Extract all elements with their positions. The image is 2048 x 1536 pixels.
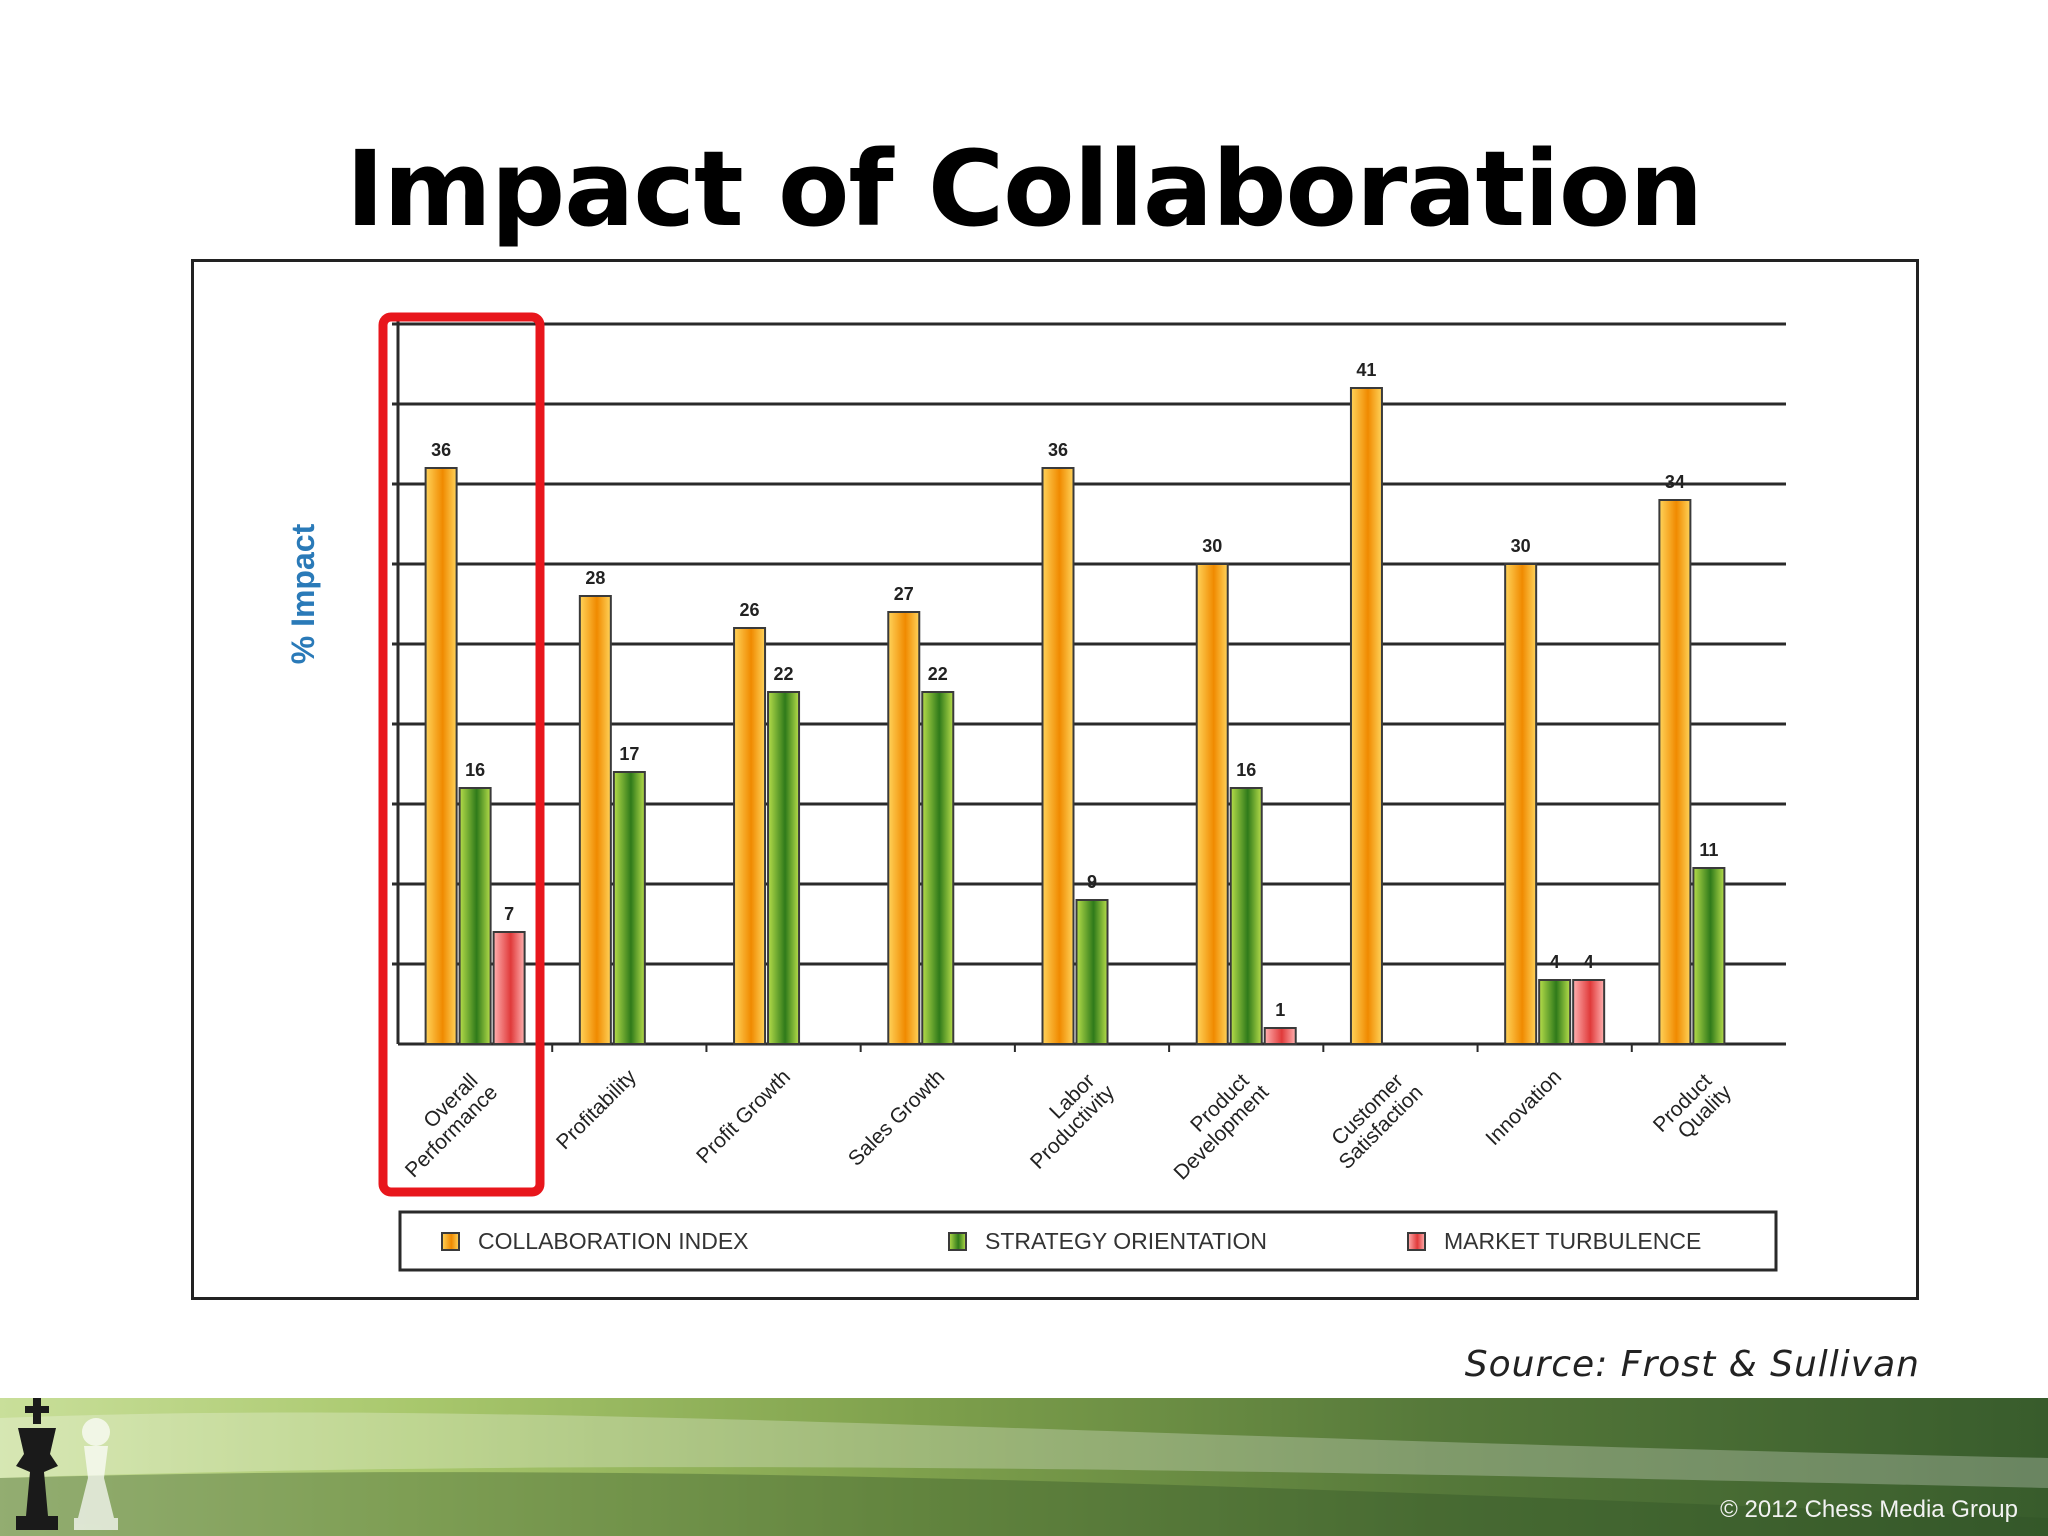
chess-king-icon — [16, 1398, 58, 1530]
x-tick-label: Overall Performance — [385, 1065, 502, 1182]
highlight-box — [378, 312, 545, 1197]
legend-box — [398, 1210, 1778, 1272]
strategy-bar — [1692, 867, 1726, 1045]
data-label: 26 — [740, 600, 760, 620]
collab-bar — [733, 627, 767, 1045]
source-citation: Source: Frost & Sullivan — [1464, 1344, 1920, 1385]
x-tick-label: Sales Growth — [844, 1065, 949, 1170]
strategy-bar — [1229, 787, 1263, 1045]
x-tick-label: Product Quality — [1649, 1065, 1736, 1152]
x-tick-label: Customer Satisfaction — [1319, 1065, 1428, 1174]
legend-swatch — [441, 1232, 460, 1251]
data-label: 34 — [1665, 472, 1685, 492]
legend-swatch — [1407, 1232, 1426, 1251]
data-label: 36 — [431, 440, 451, 460]
strategy-bar — [921, 691, 955, 1045]
collab-bar — [887, 611, 921, 1045]
data-label: 27 — [894, 584, 914, 604]
data-label: 4 — [1584, 952, 1594, 972]
footer-decoration — [0, 1398, 2048, 1536]
data-label: 7 — [504, 904, 514, 924]
collab-bar — [1349, 387, 1383, 1045]
data-label: 22 — [928, 664, 948, 684]
data-label: 30 — [1511, 536, 1531, 556]
collab-bar — [424, 467, 458, 1045]
strategy-bar — [458, 787, 492, 1045]
data-label: 16 — [465, 760, 485, 780]
data-label: 22 — [774, 664, 794, 684]
chess-pawn-icon — [74, 1418, 118, 1530]
legend-label: COLLABORATION INDEX — [478, 1228, 749, 1254]
data-label: 16 — [1236, 760, 1256, 780]
bar-chart: % Impact 36 16 7 Overall Performance 28 17 Prof… — [285, 312, 1786, 1272]
data-label: 9 — [1087, 872, 1097, 892]
data-label: 1 — [1275, 1000, 1285, 1020]
legend-label: MARKET TURBULENCE — [1444, 1228, 1701, 1254]
data-label: 30 — [1202, 536, 1222, 556]
x-tick-label: Profitability — [552, 1065, 641, 1154]
data-label: 17 — [619, 744, 639, 764]
market-bar — [1572, 979, 1606, 1045]
data-label: 41 — [1356, 360, 1376, 380]
legend-swatch — [948, 1232, 967, 1251]
footer-band: © 2012 Chess Media Group — [0, 1398, 2048, 1536]
data-label: 4 — [1550, 952, 1560, 972]
x-tick-label: Innovation — [1481, 1065, 1566, 1150]
collab-bar — [578, 595, 612, 1045]
x-tick-label: Profit Growth — [692, 1065, 795, 1168]
x-tick-label: Labor Productivity — [1011, 1065, 1120, 1174]
data-label: 36 — [1048, 440, 1068, 460]
x-tick-label: Product Development — [1154, 1065, 1273, 1184]
slide-title: Impact of Collaboration — [345, 128, 1704, 250]
y-axis-label: % Impact — [285, 523, 321, 664]
chart-frame: % Impact 36 16 7 Overall Performance 28 17 Prof… — [191, 259, 1919, 1300]
strategy-bar — [767, 691, 801, 1045]
copyright: © 2012 Chess Media Group — [1720, 1496, 2018, 1523]
data-label: 28 — [585, 568, 605, 588]
market-bar — [1263, 1027, 1297, 1045]
strategy-bar — [1075, 899, 1109, 1045]
strategy-bar — [1538, 979, 1572, 1045]
collab-bar — [1195, 563, 1229, 1045]
strategy-bar — [612, 771, 646, 1045]
market-bar — [492, 931, 526, 1045]
legend-label: STRATEGY ORIENTATION — [985, 1228, 1267, 1254]
collab-bar — [1658, 499, 1692, 1045]
collab-bar — [1041, 467, 1075, 1045]
data-label: 11 — [1699, 840, 1718, 860]
collab-bar — [1504, 563, 1538, 1045]
